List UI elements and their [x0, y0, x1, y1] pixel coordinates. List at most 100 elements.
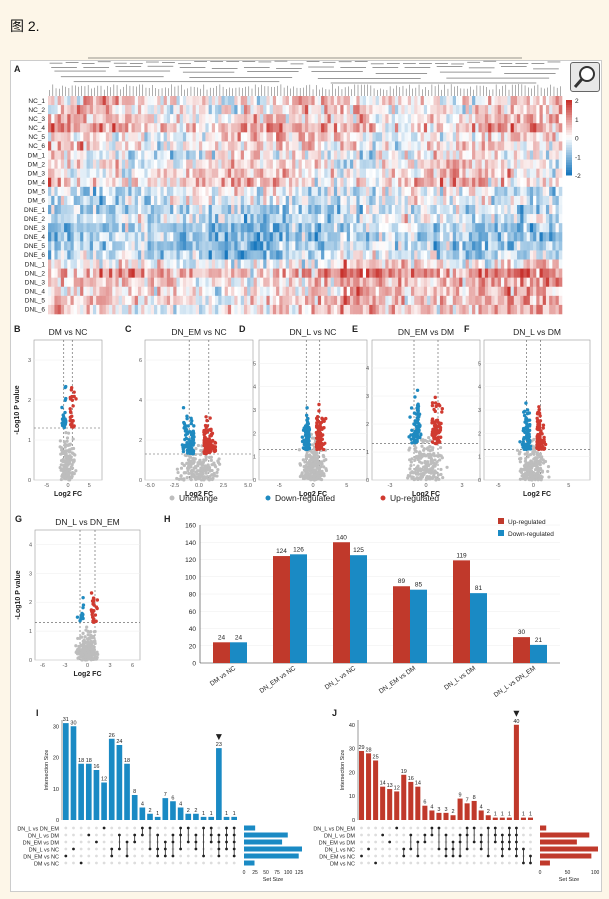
magnifier-icon[interactable]	[570, 62, 600, 92]
heatmap-cell	[324, 295, 328, 306]
heatmap-cell	[427, 295, 431, 306]
heatmap-cell	[385, 205, 389, 215]
heatmap-cell	[80, 250, 84, 260]
heatmap-cell	[202, 205, 206, 215]
heatmap-cell	[488, 223, 492, 233]
heatmap-cell	[529, 132, 534, 142]
heatmap-cell	[420, 96, 425, 106]
heatmap-cell	[517, 150, 521, 160]
unchange-point	[214, 465, 218, 469]
heatmap-cell	[231, 132, 235, 142]
heatmap-cell	[305, 277, 309, 288]
heatmap-cell	[353, 96, 357, 106]
heatmap-cell	[472, 114, 476, 124]
heatmap-cell	[382, 259, 386, 269]
heatmap-cell	[398, 105, 402, 115]
heatmap-cell	[112, 96, 116, 106]
heatmap-cell	[76, 277, 81, 288]
heatmap-cell	[157, 105, 161, 115]
heatmap-cell	[369, 186, 373, 197]
heatmap-cell	[305, 168, 309, 179]
heatmap-cell	[141, 159, 145, 169]
heatmap-cell	[346, 223, 351, 233]
heatmap-cell	[247, 132, 251, 142]
heatmap-cell	[89, 195, 94, 206]
heatmap-cell	[372, 123, 376, 133]
heatmap-cell	[545, 159, 550, 169]
heatmap-cell	[308, 186, 312, 197]
heatmap-cell	[308, 277, 312, 288]
heatmap-cell	[263, 223, 267, 233]
heatmap-cell	[417, 96, 421, 106]
unchange-point	[200, 463, 204, 467]
heatmap-cell	[555, 159, 560, 169]
heatmap-cell	[263, 168, 267, 179]
heatmap-cell	[170, 96, 174, 106]
heatmap-cell	[266, 132, 270, 142]
heatmap-cell	[433, 232, 438, 242]
heatmap-cell	[266, 259, 270, 269]
heatmap-cell	[513, 159, 518, 169]
heatmap-cell	[263, 286, 267, 297]
heatmap-cell	[73, 186, 78, 197]
heatmap-cell	[394, 195, 399, 206]
heatmap-cell	[443, 232, 447, 242]
heatmap-cell	[378, 250, 383, 260]
heatmap-cell	[89, 250, 94, 260]
heatmap-cell	[520, 150, 524, 160]
heatmap-cell	[305, 159, 309, 169]
heatmap-cell	[231, 250, 235, 260]
heatmap-cell	[109, 223, 113, 233]
heatmap-cell	[478, 132, 482, 142]
heatmap-cell	[179, 150, 184, 160]
heatmap-cell	[269, 250, 274, 260]
heatmap-cell	[555, 141, 560, 151]
heatmap-cell	[237, 177, 242, 188]
heatmap-cell	[54, 205, 58, 215]
heatmap-cell	[539, 186, 544, 197]
heatmap-cell	[545, 114, 550, 124]
heatmap-cell	[388, 295, 393, 306]
heatmap-cell	[388, 205, 393, 215]
heatmap-cell	[60, 132, 65, 142]
heatmap-cell	[526, 250, 531, 260]
heatmap-cell	[504, 214, 508, 224]
heatmap-cell	[455, 105, 460, 115]
heatmap-cell	[382, 268, 386, 278]
heatmap-cell	[369, 277, 373, 288]
heatmap-cell	[366, 214, 370, 224]
heatmap-cell	[517, 205, 521, 215]
heatmap-cell	[92, 295, 97, 306]
heatmap-cell	[150, 150, 155, 160]
heatmap-cell	[375, 205, 380, 215]
heatmap-cell	[208, 105, 213, 115]
up-regulated-point	[203, 423, 208, 428]
heatmap-cell	[240, 159, 245, 169]
heatmap-cell	[125, 223, 129, 233]
heatmap-cell	[60, 195, 65, 206]
heatmap-cell	[224, 132, 229, 142]
heatmap-cell	[317, 114, 322, 124]
heatmap-cell	[542, 105, 547, 115]
heatmap-cell	[57, 304, 62, 315]
heatmap-cell	[192, 186, 197, 197]
heatmap-cell	[349, 250, 354, 260]
heatmap-cell	[92, 195, 97, 206]
heatmap-cell	[48, 159, 52, 169]
heatmap-cell	[510, 159, 515, 169]
heatmap-cell	[234, 123, 238, 133]
heatmap-cell	[279, 96, 283, 106]
unchange-point	[204, 476, 208, 480]
heatmap-cell	[507, 295, 511, 306]
heatmap-cell	[243, 114, 248, 124]
heatmap-cell	[170, 304, 174, 315]
heatmap-cell	[337, 150, 341, 160]
heatmap-cell	[317, 286, 322, 297]
heatmap-cell	[276, 141, 280, 151]
heatmap-cell	[285, 132, 290, 142]
heatmap-cell	[298, 186, 303, 197]
heatmap-cell	[173, 132, 177, 142]
heatmap-cell	[305, 304, 309, 315]
heatmap-cell	[439, 123, 444, 133]
